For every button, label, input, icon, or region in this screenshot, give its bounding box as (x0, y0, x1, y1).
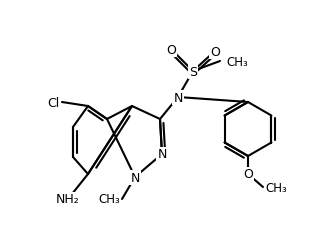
Text: N: N (130, 171, 140, 184)
Text: O: O (166, 43, 176, 56)
Text: CH₃: CH₃ (265, 181, 287, 194)
Text: N: N (157, 148, 167, 161)
Text: O: O (210, 45, 220, 58)
Text: Cl: Cl (47, 96, 59, 109)
Text: S: S (189, 65, 197, 78)
Text: O: O (243, 168, 253, 181)
Text: N: N (173, 91, 183, 104)
Text: CH₃: CH₃ (226, 55, 248, 68)
Text: CH₃: CH₃ (98, 193, 120, 206)
Text: NH₂: NH₂ (56, 193, 80, 206)
